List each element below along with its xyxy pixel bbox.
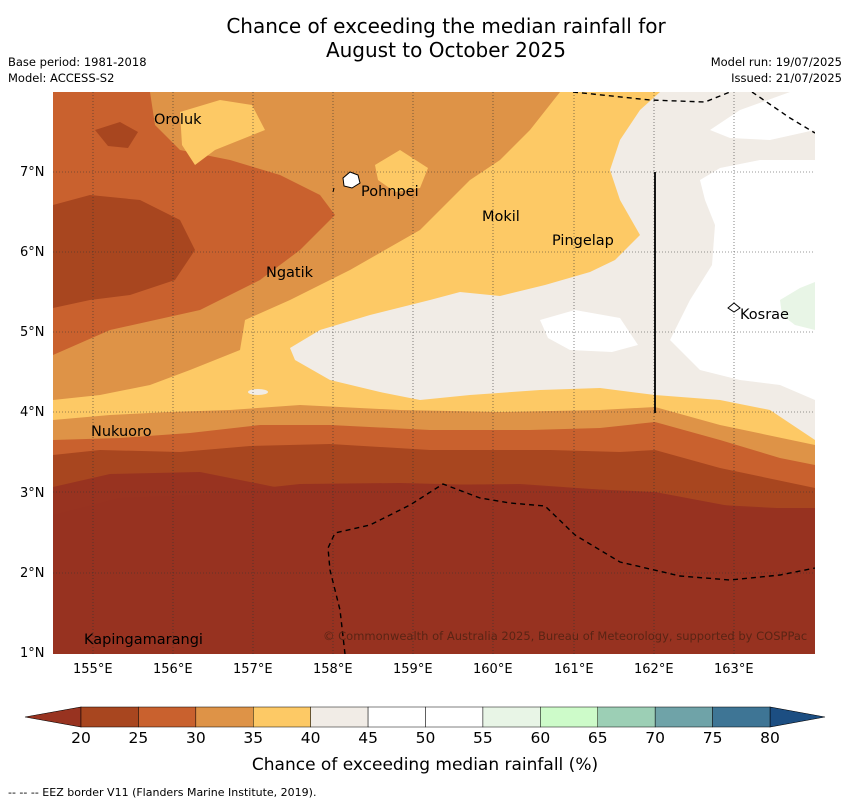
colorbar-under-arrow (24, 706, 82, 728)
colorbar-label: Chance of exceeding median rainfall (%) (251, 755, 599, 775)
place-ngatik: Ngatik (266, 265, 314, 281)
colorbar-over-arrow (769, 706, 826, 728)
colorbar-segment-35-40 (253, 706, 311, 728)
colorbar-tick-65: 65 (587, 729, 608, 747)
x-tick-163: 163°E (714, 662, 754, 677)
place-mokil: Mokil (482, 209, 520, 225)
colorbar (24, 706, 826, 728)
y-tick-1: 1°N (20, 646, 45, 661)
map-title-line2: August to October 2025 (325, 38, 567, 62)
y-tick-4: 4°N (20, 405, 45, 420)
colorbar-segment-45-50 (367, 706, 426, 728)
colorbar-tick-35: 35 (243, 729, 264, 747)
x-tick-159: 159°E (393, 662, 433, 677)
x-tick-157: 157°E (233, 662, 273, 677)
y-tick-2: 2°N (20, 566, 45, 581)
map-title-line1: Chance of exceeding the median rainfall … (226, 14, 666, 38)
colorbar-segment-20-25 (80, 706, 139, 728)
band-35-40-pohnpei (375, 150, 428, 192)
colorbar-segment-70-75 (654, 706, 713, 728)
colorbar-tick-25: 25 (128, 729, 149, 747)
pohnpei-island (342, 171, 361, 189)
place-pohnpei: Pohnpei (361, 184, 419, 200)
colorbar-tick-50: 50 (415, 729, 436, 747)
y-tick-7: 7°N (20, 165, 45, 180)
x-tick-155: 155°E (73, 662, 113, 677)
colorbar-tick-40: 40 (300, 729, 321, 747)
colorbar-tick-80: 80 (760, 729, 780, 747)
place-oroluk: Oroluk (154, 112, 202, 128)
place-kapingamarangi: Kapingamarangi (84, 632, 203, 648)
issued-text: Issued: 21/07/2025 (731, 71, 842, 85)
base-period-text: Base period: 1981-2018 (8, 55, 147, 69)
place-kosrae: Kosrae (740, 307, 789, 323)
colorbar-segment-30-35 (195, 706, 254, 728)
x-tick-160: 160°E (473, 662, 513, 677)
place-pingelap: Pingelap (552, 233, 614, 249)
colorbar-segment-65-70 (597, 706, 656, 728)
probability-contours (53, 92, 815, 654)
eez-footnote: -- -- -- EEZ border V11 (Flanders Marine… (8, 786, 317, 799)
model-text: Model: ACCESS-S2 (8, 71, 115, 85)
colorbar-segment-55-60 (482, 706, 541, 728)
colorbar-segment-50-55 (425, 706, 484, 728)
x-tick-161: 161°E (554, 662, 594, 677)
band-55-60 (780, 282, 815, 330)
x-tick-162: 162°E (634, 662, 674, 677)
y-tick-6: 6°N (20, 245, 45, 260)
model-run-text: Model run: 19/07/2025 (710, 55, 842, 69)
y-tick-3: 3°N (20, 486, 45, 501)
band-under-20-deep (53, 483, 815, 654)
colorbar-tick-70: 70 (645, 729, 666, 747)
band-45-50-top (710, 92, 815, 140)
band-20-25-oroluk (95, 122, 138, 148)
band-45-50-small (540, 310, 638, 352)
x-tick-158: 158°E (313, 662, 353, 677)
band-35-40-oroluk (180, 100, 265, 165)
colorbar-tick-60: 60 (530, 729, 551, 747)
colorbar-tick-45: 45 (358, 729, 378, 747)
colorbar-tick-20: 20 (71, 729, 91, 747)
graticule (53, 92, 815, 654)
copyright-text: © Commonwealth of Australia 2025, Bureau… (323, 629, 808, 643)
y-tick-5: 5°N (20, 325, 45, 340)
colorbar-segment-40-45 (310, 706, 369, 728)
colorbar-segment-60-65 (540, 706, 598, 728)
eez-border (327, 92, 815, 654)
place-nukuoro: Nukuoro (91, 424, 152, 440)
colorbar-segment-75-80 (712, 706, 771, 728)
band-20-25-west (53, 195, 195, 308)
colorbar-tick-30: 30 (185, 729, 206, 747)
islet-mark (332, 187, 335, 193)
band-45-50 (670, 160, 815, 400)
colorbar-segment-25-30 (138, 706, 197, 728)
colorbar-tick-75: 75 (702, 729, 723, 747)
kosrae-island (727, 302, 741, 313)
x-tick-156: 156°E (153, 662, 193, 677)
colorbar-tick-55: 55 (473, 729, 493, 747)
